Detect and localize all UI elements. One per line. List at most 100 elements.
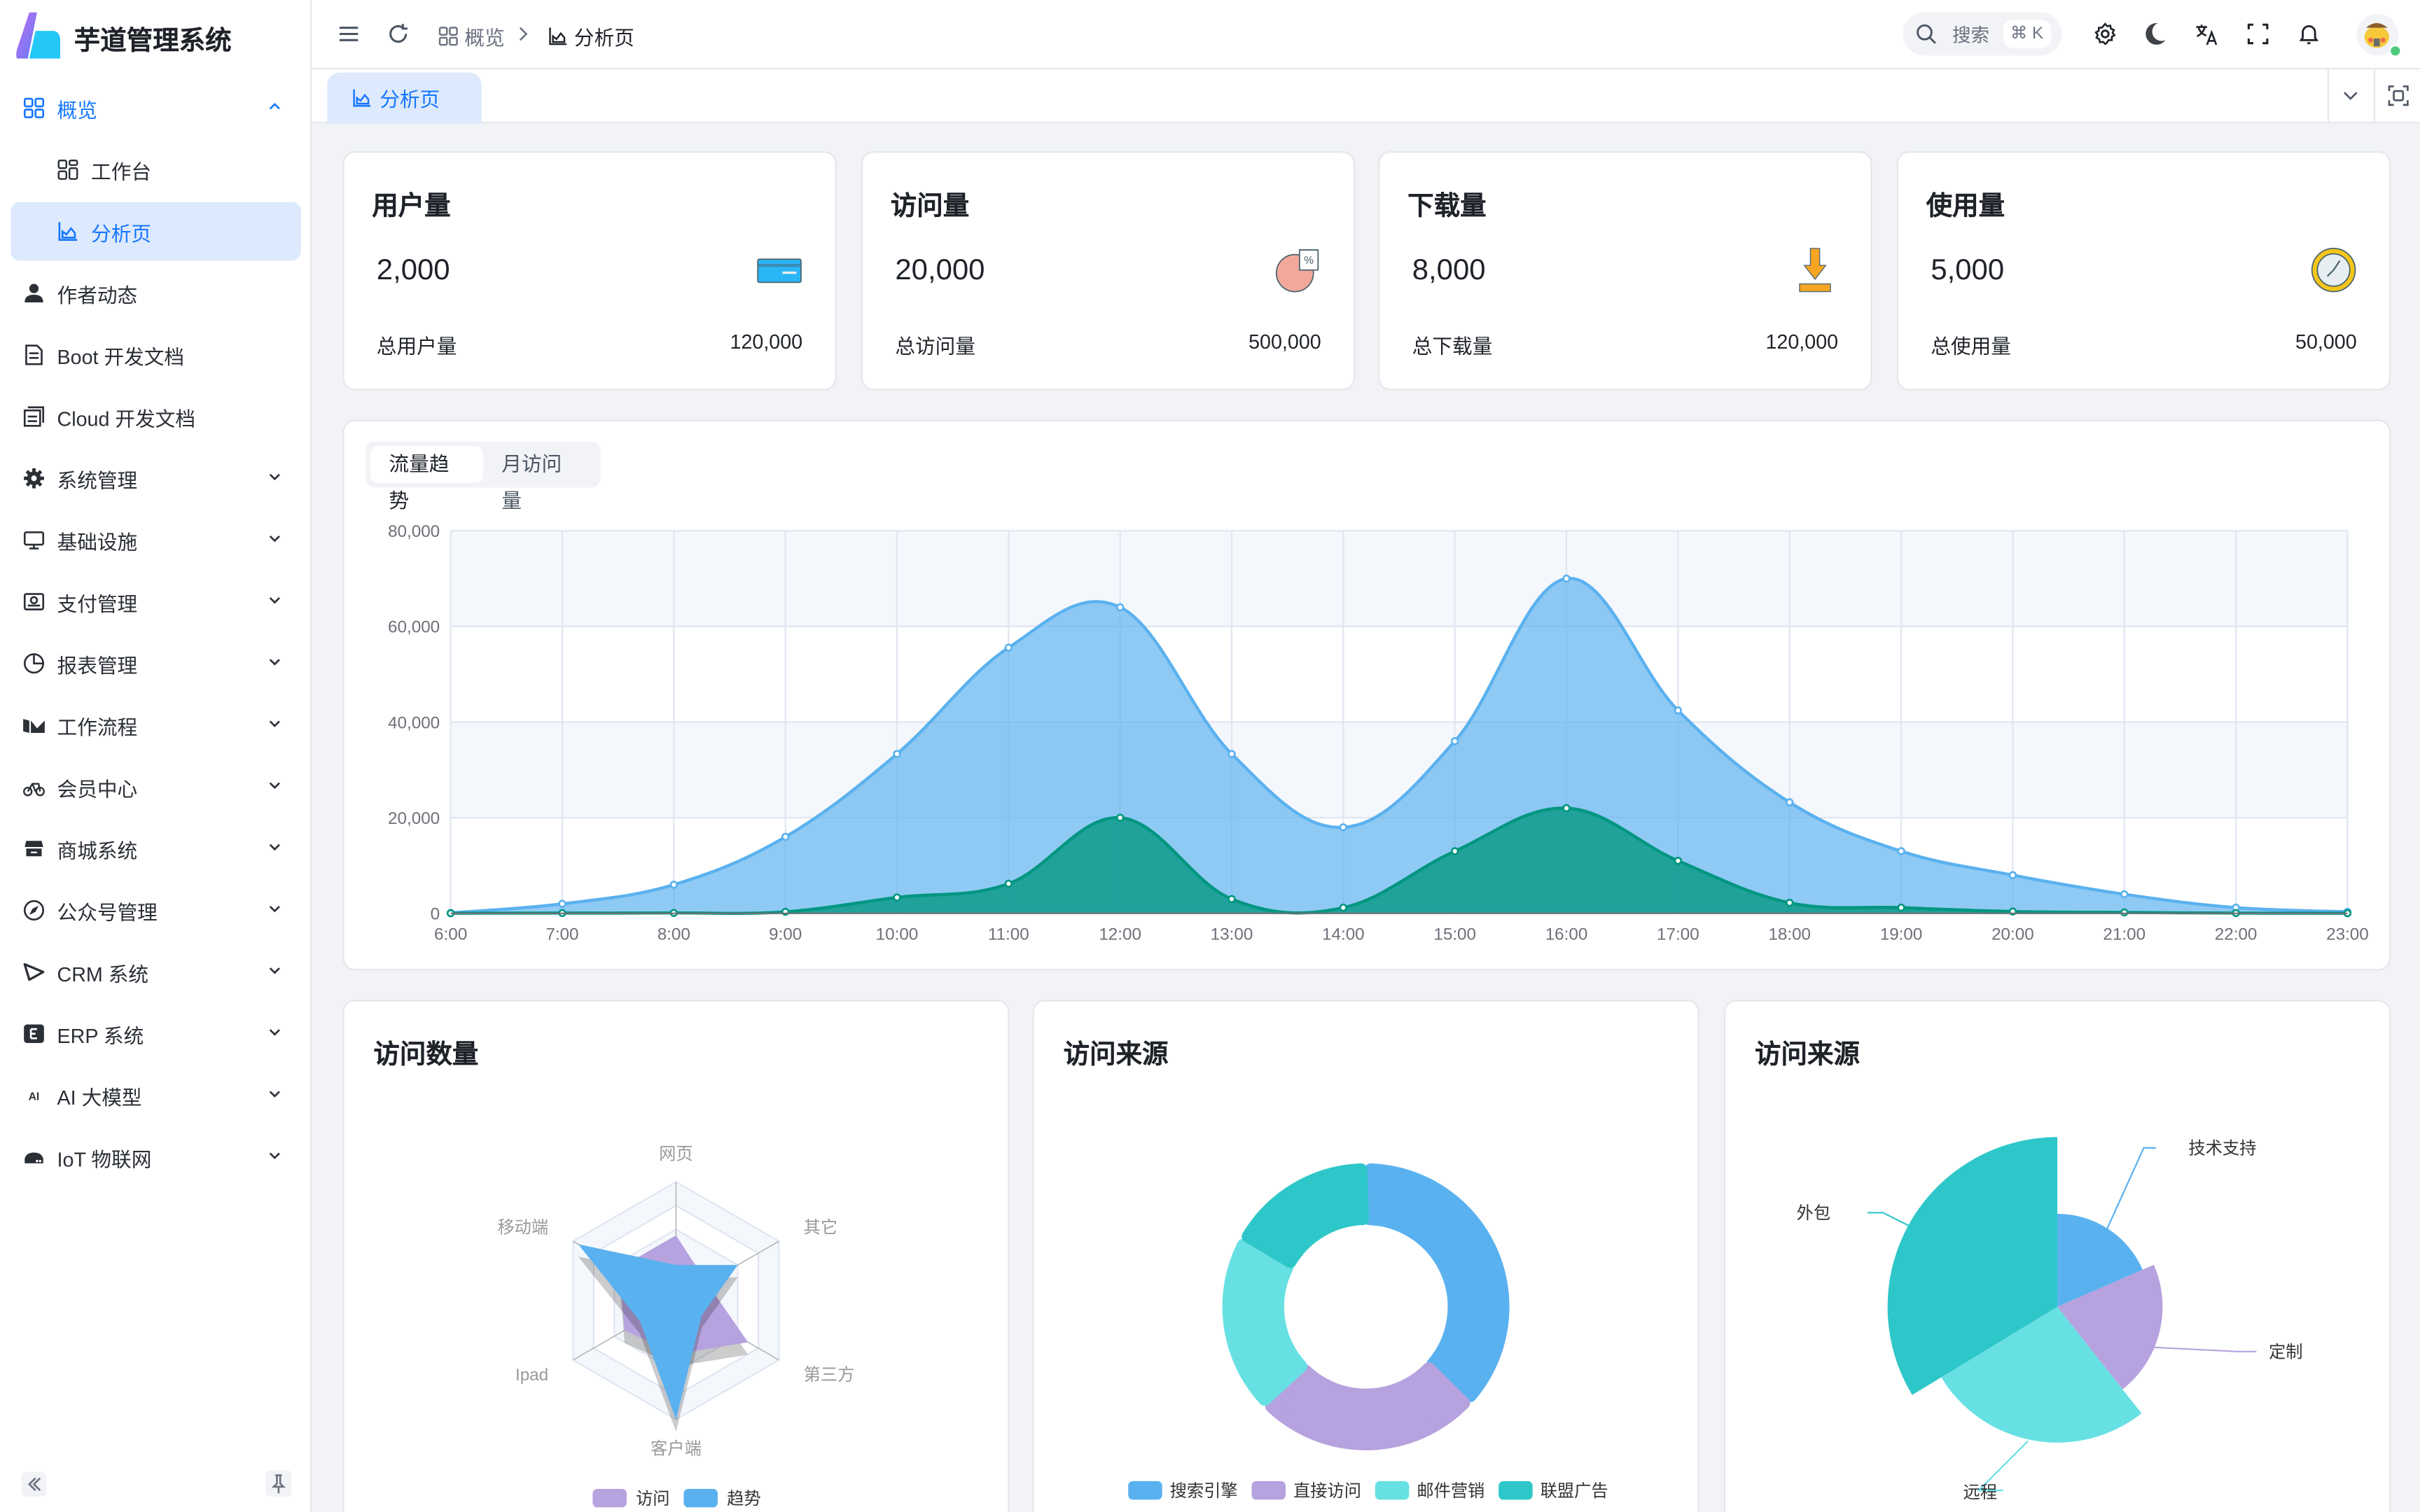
- ai-icon: AI: [29, 1091, 39, 1103]
- x-tick-label: 10:00: [876, 925, 919, 944]
- data-point[interactable]: [1674, 856, 1683, 865]
- data-point[interactable]: [1897, 903, 1905, 912]
- sidebar-item[interactable]: 会员中心: [11, 757, 300, 816]
- pin-icon[interactable]: [265, 1470, 292, 1497]
- chevron-down-icon[interactable]: [2342, 88, 2360, 104]
- data-point[interactable]: [1562, 574, 1571, 583]
- data-point[interactable]: [1115, 603, 1125, 612]
- sidebar-item-icon: [23, 468, 45, 489]
- sidebar-item[interactable]: AI AI 大模型: [11, 1066, 300, 1125]
- bell-icon[interactable]: [2297, 22, 2321, 46]
- translate-icon[interactable]: [2195, 22, 2219, 46]
- chevron-down-icon: [269, 659, 280, 666]
- search-placeholder: 搜索: [1952, 24, 1990, 46]
- sidebar-item-icon: [23, 1147, 45, 1168]
- data-point[interactable]: [1004, 643, 1013, 652]
- y-tick-label: 20,000: [388, 809, 440, 828]
- data-point[interactable]: [1228, 750, 1236, 758]
- compass-icon: [23, 899, 45, 920]
- sidebar-item-label: 会员中心: [57, 776, 138, 800]
- svg-text:%: %: [1304, 255, 1314, 267]
- gear-icon[interactable]: [2093, 22, 2118, 46]
- stat-card: 用户量 2,000 总用户量 120,000: [342, 151, 837, 391]
- dashboard-icon: [23, 97, 45, 118]
- stat-value: 2,000: [376, 254, 450, 287]
- data-point[interactable]: [1450, 737, 1459, 746]
- data-point[interactable]: [558, 899, 566, 908]
- data-point[interactable]: [1674, 706, 1683, 715]
- sidebar-item[interactable]: Boot 开发文档: [11, 326, 300, 384]
- sidebar-item-label: 支付管理: [57, 592, 138, 615]
- bicycle-icon: [23, 783, 45, 797]
- tab-monthly-visits[interactable]: 月访问量: [501, 451, 562, 512]
- sidebar-item[interactable]: ERP 系统: [11, 1004, 300, 1063]
- sidebar-item[interactable]: 系统管理: [11, 449, 300, 507]
- app-title: 芋道管理系统: [74, 26, 232, 56]
- x-tick-label: 13:00: [1211, 925, 1253, 944]
- data-point[interactable]: [1339, 903, 1348, 912]
- x-tick-label: 23:00: [2326, 925, 2369, 944]
- sidebar-item[interactable]: 商城系统: [11, 819, 300, 878]
- sidebar-item[interactable]: 概览: [11, 78, 300, 137]
- data-point[interactable]: [893, 893, 901, 902]
- svg-text:AI: AI: [29, 1091, 39, 1103]
- collapse-sidebar-icon[interactable]: [21, 1471, 47, 1497]
- x-tick-label: 18:00: [1768, 925, 1811, 944]
- chevron-down-icon: [269, 782, 280, 790]
- sidebar-item[interactable]: Cloud 开发文档: [11, 387, 300, 446]
- data-point[interactable]: [1897, 847, 1905, 855]
- data-point[interactable]: [893, 750, 901, 758]
- data-point[interactable]: [781, 832, 790, 841]
- stat-title: 下载量: [1407, 191, 1487, 221]
- stat-value: 5,000: [1931, 254, 2005, 287]
- data-point[interactable]: [2120, 908, 2129, 917]
- sidebar-item[interactable]: 工作台: [11, 141, 300, 200]
- search-input[interactable]: 搜索 ⌘ K: [1903, 12, 2062, 56]
- data-point[interactable]: [2120, 890, 2129, 899]
- data-point[interactable]: [1785, 898, 1794, 907]
- sidebar-item-icon: [23, 899, 45, 921]
- breadcrumb-item-analysis[interactable]: 分析页: [548, 22, 634, 51]
- chevron-down-icon: [269, 844, 280, 851]
- maximize-content-icon[interactable]: [2388, 85, 2409, 106]
- chevron-down-icon: [269, 1091, 280, 1098]
- sidebar-item[interactable]: 公众号管理: [11, 881, 300, 940]
- sidebar-item[interactable]: 支付管理: [11, 573, 300, 631]
- data-point[interactable]: [1004, 879, 1013, 888]
- tab-traffic-trend[interactable]: 流量趋势: [370, 445, 483, 512]
- documents-icon: [23, 406, 45, 427]
- sidebar-item[interactable]: 报表管理: [11, 634, 300, 693]
- sidebar-item-icon: [23, 714, 45, 736]
- avatar[interactable]: [2356, 13, 2402, 57]
- stat-value: 8,000: [1412, 254, 1486, 287]
- sidebar-item[interactable]: 工作流程: [11, 696, 300, 755]
- sidebar-item-icon: [57, 159, 79, 181]
- data-point[interactable]: [1562, 804, 1571, 813]
- sidebar-item[interactable]: 基础设施: [11, 511, 300, 570]
- sidebar-item[interactable]: 分析页: [11, 202, 301, 261]
- sidebar: 芋道管理系统 概览 工作台 分析页 作者动态 Boot 开发文档 Cloud 开发文档 系统…: [0, 0, 312, 1512]
- data-point[interactable]: [1450, 847, 1459, 855]
- sidebar-item[interactable]: 作者动态: [11, 264, 300, 323]
- breadcrumb-label: 概览: [464, 26, 505, 50]
- data-point[interactable]: [669, 881, 679, 889]
- data-point[interactable]: [1339, 823, 1348, 832]
- data-point[interactable]: [2008, 871, 2017, 879]
- data-point[interactable]: [1785, 798, 1794, 806]
- x-tick-label: 16:00: [1545, 925, 1588, 944]
- area-chart-icon: [353, 89, 371, 107]
- sidebar-item[interactable]: IoT 物联网: [11, 1128, 300, 1186]
- x-tick-label: 6:00: [434, 925, 467, 944]
- menu-toggle-icon[interactable]: [336, 22, 361, 46]
- stat-value: 20,000: [895, 254, 985, 287]
- breadcrumb-item-overview[interactable]: 概览: [438, 22, 505, 51]
- data-point[interactable]: [1115, 813, 1125, 822]
- dark-mode-moon-icon[interactable]: [2142, 22, 2167, 46]
- sidebar-item[interactable]: CRM 系统: [11, 943, 300, 1002]
- tab-analysis[interactable]: 分析页: [327, 72, 482, 124]
- fullscreen-icon[interactable]: [2246, 22, 2270, 46]
- y-tick-label: 80,000: [388, 522, 440, 541]
- data-point[interactable]: [1228, 895, 1236, 904]
- pie-chart-icon: [23, 653, 45, 674]
- refresh-icon[interactable]: [386, 22, 410, 46]
